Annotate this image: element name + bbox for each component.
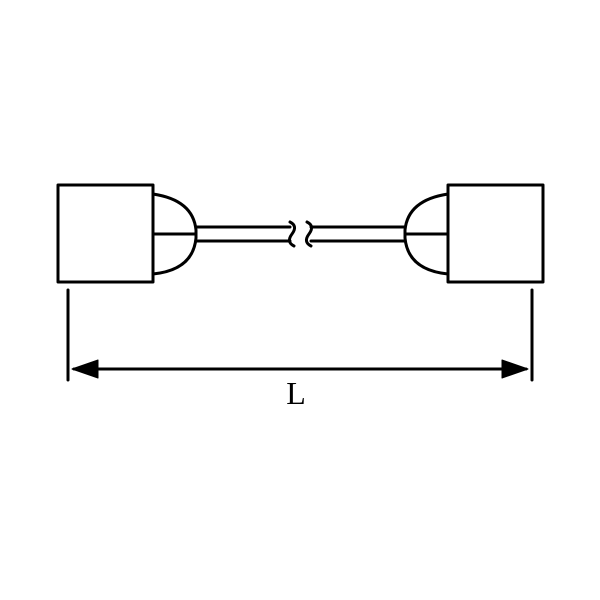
left-connector-body [58,185,153,282]
diagram-background [0,0,600,600]
dimension-label: L [286,375,306,411]
right-connector-body [448,185,543,282]
cable-diagram: L [0,0,600,600]
